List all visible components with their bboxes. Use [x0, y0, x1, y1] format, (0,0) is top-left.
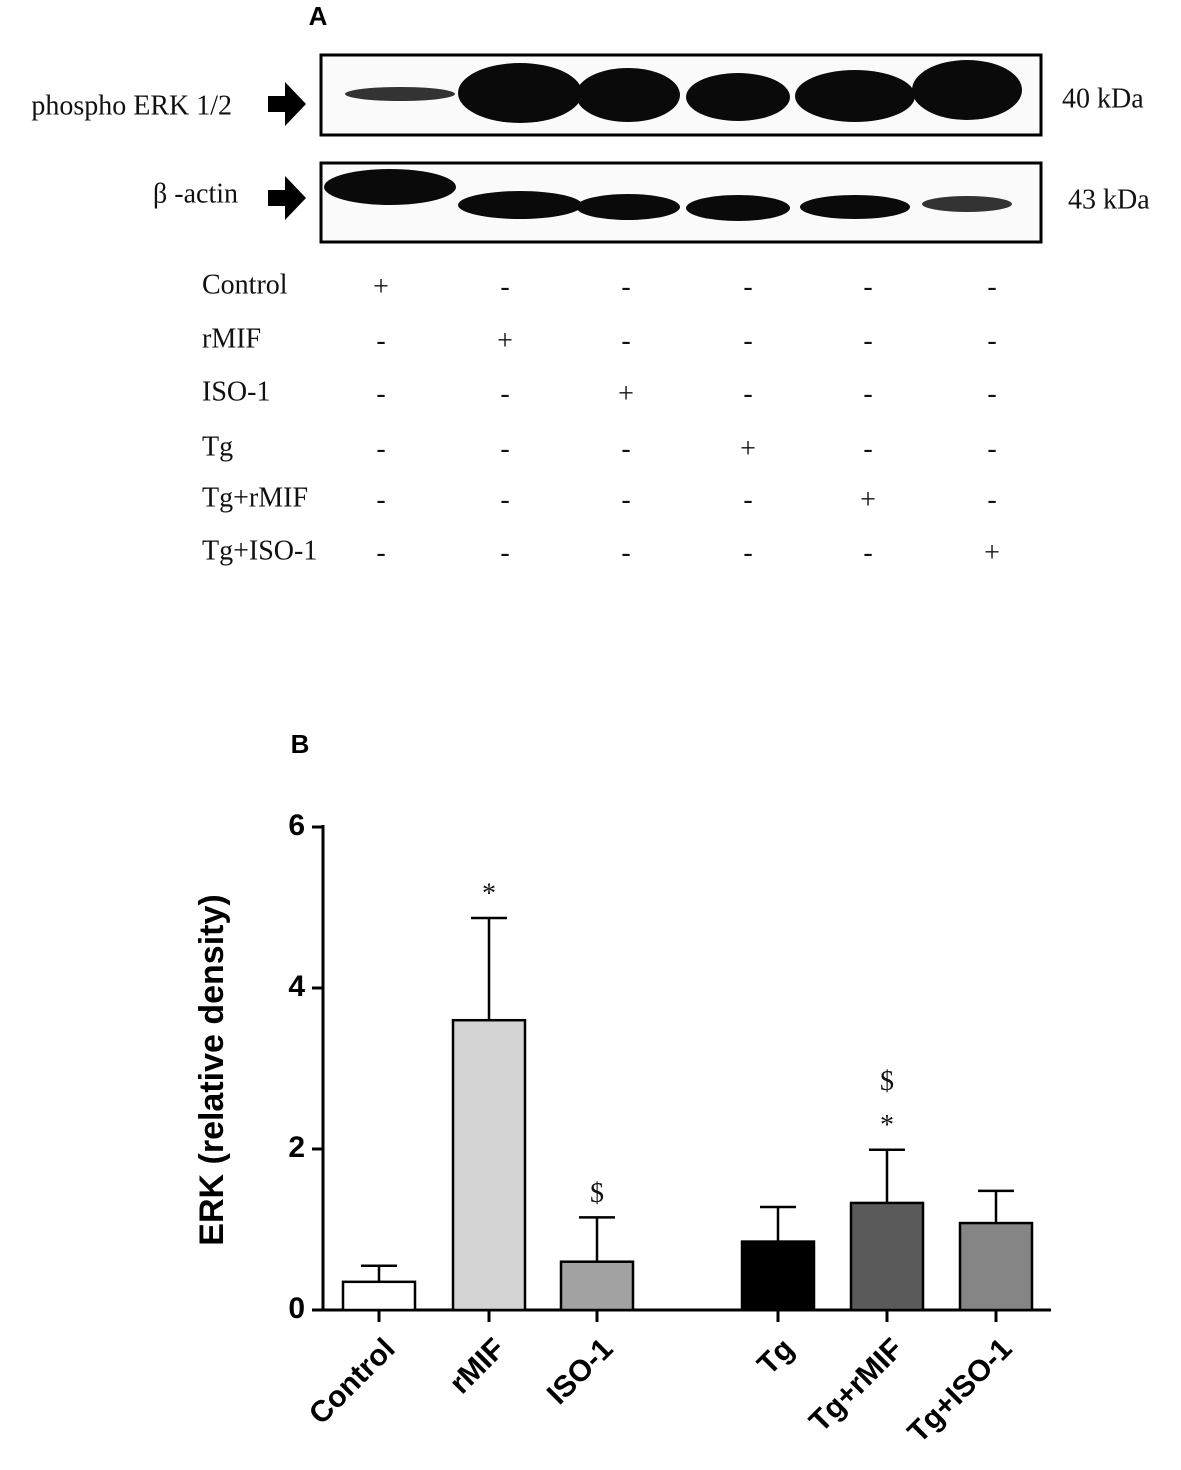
- bar: [341, 1280, 417, 1312]
- treatment-sign: -: [863, 537, 872, 568]
- treatment-sign: -: [621, 271, 630, 302]
- arrow: [268, 82, 306, 126]
- treatment-label: Control: [202, 269, 288, 300]
- treatment-sign: -: [743, 271, 752, 302]
- x-tick-label: Control: [303, 1332, 402, 1431]
- treatment-sign: -: [621, 433, 630, 464]
- treatment-sign: -: [863, 378, 872, 409]
- treatment-sign: -: [863, 325, 872, 356]
- blot-label: β -actin: [153, 178, 238, 209]
- treatment-sign: -: [376, 433, 385, 464]
- treatment-sign: -: [500, 271, 509, 302]
- treatment-sign: -: [743, 484, 752, 515]
- blot-bands: [345, 60, 1022, 123]
- treatment-sign: -: [863, 271, 872, 302]
- treatment-sign: +: [373, 271, 389, 302]
- x-tick-label: Tg+rMIF: [803, 1332, 909, 1438]
- y-axis-label: ERK (relative density): [193, 894, 231, 1245]
- treatment-label: rMIF: [202, 323, 261, 354]
- treatment-sign: -: [621, 484, 630, 515]
- blot-bands: [324, 169, 1012, 221]
- y-tick-label: 0: [288, 1292, 305, 1325]
- treatment-label: Tg: [202, 431, 233, 462]
- y-tick-label: 4: [288, 970, 305, 1003]
- treatment-sign: +: [984, 537, 1000, 568]
- treatment-sign: +: [618, 378, 634, 409]
- treatment-sign: -: [500, 433, 509, 464]
- annotation: *: [880, 1110, 894, 1141]
- panel-label: B: [291, 729, 310, 759]
- treatment-sign: +: [740, 433, 756, 464]
- treatment-label: Tg+rMIF: [202, 482, 308, 513]
- annotation: *: [482, 878, 496, 909]
- treatment-sign: -: [987, 378, 996, 409]
- treatment-sign: +: [497, 325, 513, 356]
- treatment-sign: -: [987, 433, 996, 464]
- treatment-sign: -: [376, 325, 385, 356]
- treatment-sign: -: [621, 325, 630, 356]
- treatment-sign: -: [376, 378, 385, 409]
- treatment-sign: +: [860, 484, 876, 515]
- y-tick-label: 6: [288, 809, 305, 842]
- bar: [451, 1018, 527, 1312]
- treatment-sign: -: [987, 271, 996, 302]
- annotation: $: [880, 1066, 894, 1097]
- arrow: [268, 176, 306, 220]
- treatment-sign: -: [863, 433, 872, 464]
- treatment-sign: -: [376, 537, 385, 568]
- x-tick-label: Tg+ISO-1: [902, 1332, 1019, 1449]
- x-tick-label: ISO-1: [541, 1332, 620, 1411]
- treatment-label: Tg+ISO-1: [202, 535, 317, 566]
- treatment-sign: -: [987, 325, 996, 356]
- treatment-sign: -: [500, 378, 509, 409]
- treatment-sign: -: [376, 484, 385, 515]
- treatment-sign: -: [987, 484, 996, 515]
- bar: [740, 1240, 816, 1312]
- treatment-sign: -: [621, 537, 630, 568]
- treatment-sign: -: [743, 325, 752, 356]
- treatment-sign: -: [500, 484, 509, 515]
- blot-label: phospho ERK 1/2: [31, 90, 232, 121]
- bar: [559, 1260, 635, 1312]
- bar: [849, 1201, 925, 1312]
- panel-label: A: [309, 1, 328, 31]
- treatment-label: ISO-1: [202, 376, 270, 407]
- blot-size: 43 kDa: [1068, 184, 1150, 215]
- blot-size: 40 kDa: [1062, 83, 1144, 114]
- y-tick-label: 2: [288, 1131, 305, 1164]
- bar: [958, 1221, 1034, 1312]
- annotation: $: [590, 1178, 604, 1209]
- treatment-sign: -: [743, 537, 752, 568]
- treatment-sign: -: [500, 537, 509, 568]
- x-tick-label: rMIF: [443, 1332, 511, 1400]
- x-tick-label: Tg: [751, 1332, 800, 1381]
- treatment-sign: -: [743, 378, 752, 409]
